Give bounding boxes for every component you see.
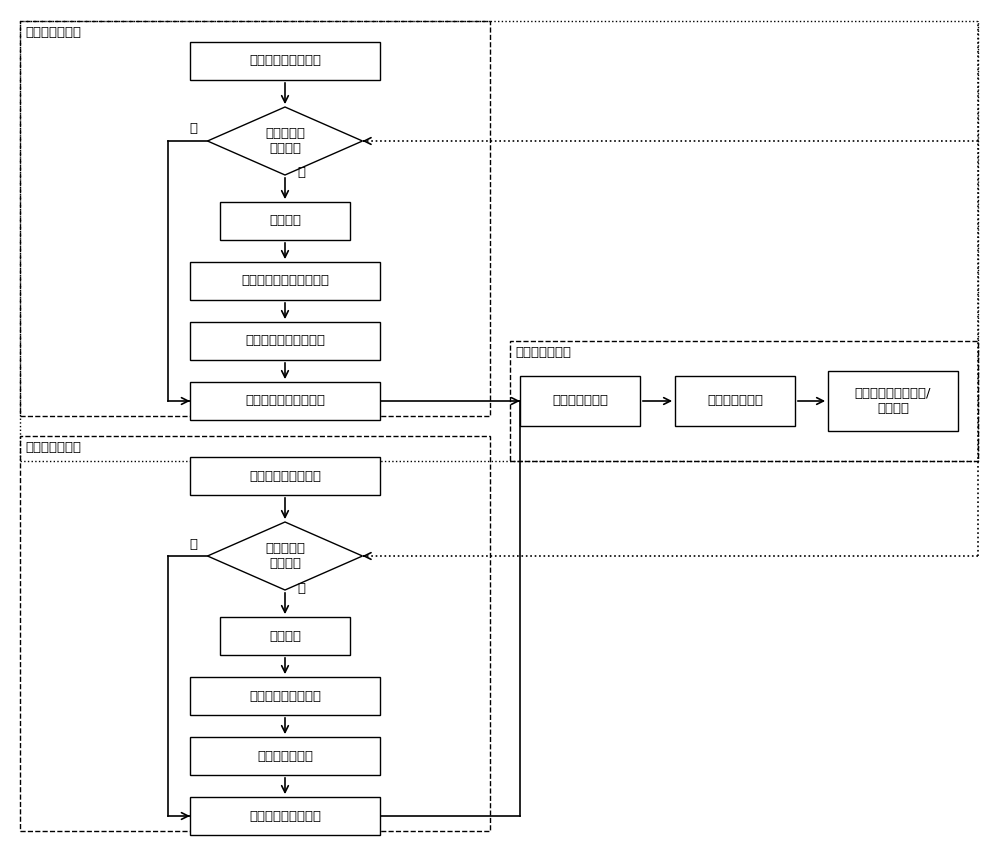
Bar [190, 262, 380, 300]
Text: 判断水电站
是否运行: 判断水电站 是否运行 [265, 542, 305, 570]
Bar [220, 202, 350, 240]
Bar [190, 797, 380, 835]
Bar [510, 341, 978, 461]
Bar [20, 436, 490, 831]
Bar [220, 617, 350, 655]
Polygon shape [208, 107, 362, 175]
Text: 计算扬程: 计算扬程 [269, 214, 301, 227]
Bar [20, 21, 490, 416]
Text: 否: 否 [190, 538, 198, 551]
Bar [190, 457, 380, 495]
Text: 计算水头: 计算水头 [269, 630, 301, 643]
Text: 是: 是 [297, 581, 305, 595]
Bar [675, 376, 795, 426]
Polygon shape [208, 522, 362, 590]
Text: 判断水泵站
是否运行: 判断水泵站 是否运行 [265, 127, 305, 155]
Text: 水电站数据处理: 水电站数据处理 [25, 441, 81, 454]
Text: 判断是否已达到最高/
最低水位: 判断是否已达到最高/ 最低水位 [855, 387, 931, 415]
Bar [828, 371, 958, 431]
Bar [190, 737, 380, 775]
Bar [190, 42, 380, 80]
Bar [520, 376, 640, 426]
Text: 计算水轮机效率: 计算水轮机效率 [257, 750, 313, 762]
Text: 计算水泵输入功率和效率: 计算水泵输入功率和效率 [241, 275, 329, 288]
Text: 上水库原始水位: 上水库原始水位 [552, 395, 608, 408]
Bar [190, 677, 380, 715]
Bar [190, 382, 380, 420]
Bar [20, 21, 978, 461]
Text: 上水库数据处理: 上水库数据处理 [515, 346, 571, 359]
Bar [190, 322, 380, 360]
Text: 计算实际投入水泵数量: 计算实际投入水泵数量 [245, 334, 325, 347]
Text: 是: 是 [297, 167, 305, 180]
Text: 计算消耗上水库水量: 计算消耗上水库水量 [249, 809, 321, 823]
Text: 输入水泵站数据参数: 输入水泵站数据参数 [249, 54, 321, 67]
Text: 否: 否 [190, 123, 198, 135]
Text: 水泵站数据处理: 水泵站数据处理 [25, 26, 81, 39]
Text: 计算运送至上水库水量: 计算运送至上水库水量 [245, 395, 325, 408]
Text: 上水库更新水位: 上水库更新水位 [707, 395, 763, 408]
Text: 输入水电站数据参数: 输入水电站数据参数 [249, 470, 321, 483]
Text: 计算水轮机实际出力: 计算水轮机实际出力 [249, 689, 321, 702]
